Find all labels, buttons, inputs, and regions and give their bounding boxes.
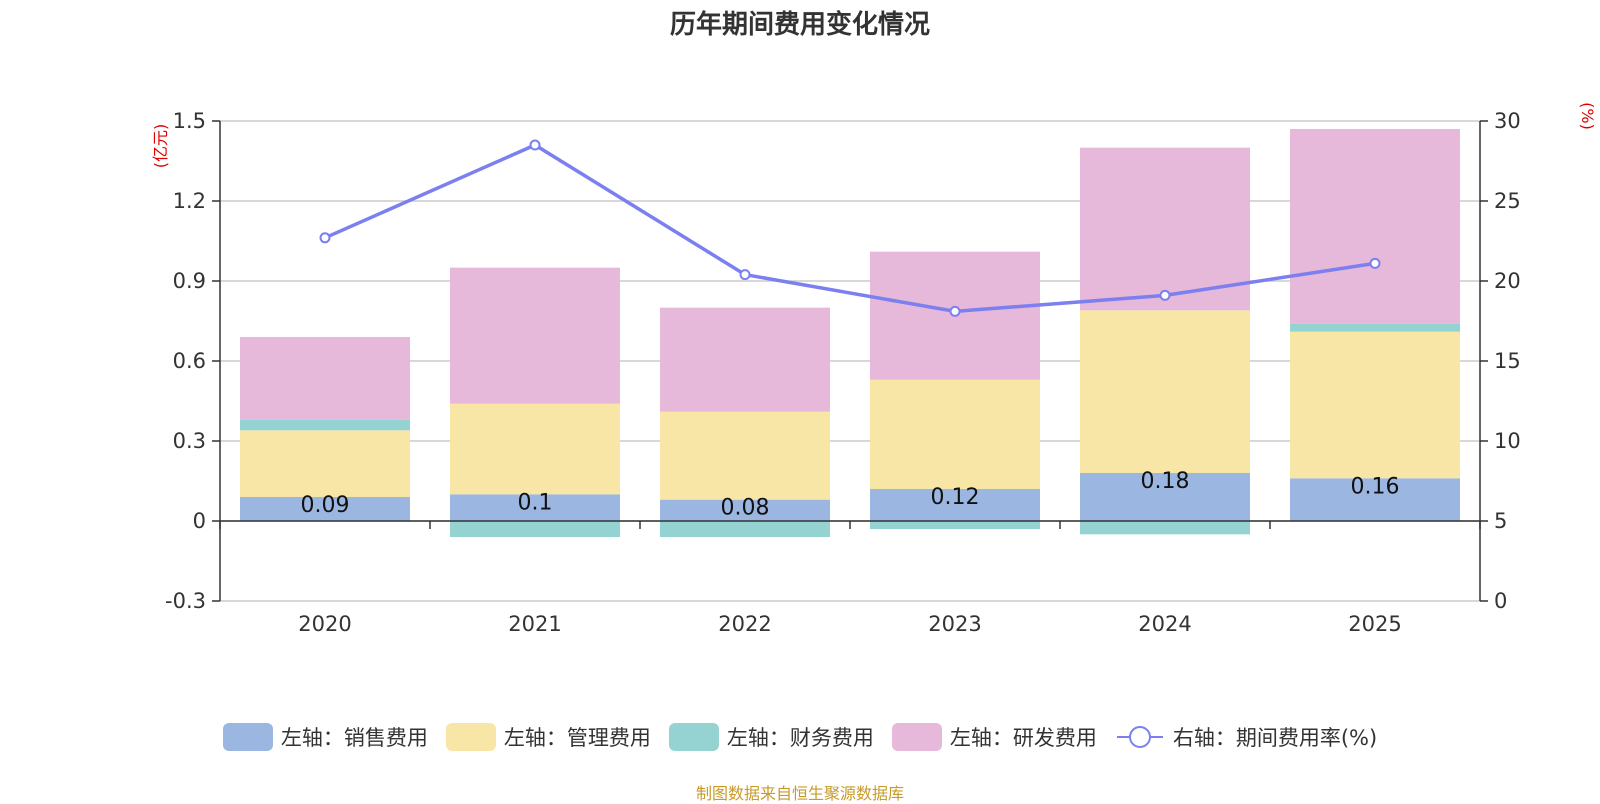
bar-finance-2020 <box>240 419 410 431</box>
legend-label-finance: 左轴：财务费用 <box>726 726 874 750</box>
bar-admin-2022 <box>660 411 830 500</box>
bar-sales-2025 <box>1290 478 1460 521</box>
legend-line-circle-icon <box>1116 726 1163 748</box>
expense-rate-point <box>949 305 961 317</box>
left-tick-label: -0.3 <box>165 589 206 613</box>
left-tick-label: 1.5 <box>173 109 206 133</box>
left-tick-label: 0.6 <box>173 349 206 373</box>
expense-rate-point <box>1369 257 1381 269</box>
data-label-sales: 0.1 <box>518 490 553 515</box>
x-tick-label: 2023 <box>928 612 981 636</box>
expense-rate-point <box>529 139 541 151</box>
chart-title: 历年期间费用变化情况 <box>669 10 930 40</box>
right-tick-label: 30 <box>1494 109 1521 133</box>
legend-item-rnd[interactable]: 左轴：研发费用 <box>891 722 1097 752</box>
bar-rnd-2025 <box>1290 129 1460 324</box>
bar-rnd-2022 <box>660 307 830 412</box>
left-tick-label: 0 <box>193 509 206 533</box>
x-tick-label: 2021 <box>508 612 561 636</box>
x-tick-label: 2022 <box>718 612 771 636</box>
left-tick-label: 0.9 <box>173 269 206 293</box>
bar-admin-2025 <box>1290 331 1460 479</box>
legend-item-admin[interactable]: 左轴：管理费用 <box>445 722 651 752</box>
legend-label-admin: 左轴：管理费用 <box>503 726 651 750</box>
data-label-sales: 0.08 <box>721 496 770 521</box>
bar-finance-2021 <box>450 521 620 537</box>
bar-finance-2022 <box>660 521 830 537</box>
bar-sales-2024 <box>1080 473 1250 521</box>
right-tick-label: 10 <box>1494 429 1521 453</box>
bar-sales-2022 <box>660 499 830 521</box>
data-label-sales: 0.09 <box>301 493 350 518</box>
bar-finance-2023 <box>870 521 1040 529</box>
bar-finance-2024 <box>1080 521 1250 535</box>
bar-admin-2023 <box>870 379 1040 489</box>
bar-rnd-2020 <box>240 337 410 420</box>
bar-sales-2023 <box>870 489 1040 521</box>
x-tick-label: 2020 <box>298 612 351 636</box>
left-axis-unit: (亿元) <box>151 124 170 169</box>
legend-item-finance[interactable]: 左轴：财务费用 <box>668 722 874 752</box>
legend-label-rnd: 左轴：研发费用 <box>949 726 1097 750</box>
legend-swatch-admin <box>445 723 496 751</box>
right-tick-label: 25 <box>1494 189 1521 213</box>
legend-swatch-rnd <box>891 723 942 751</box>
source-note: 制图数据来自恒生聚源数据库 <box>695 784 904 803</box>
bar-admin-2024 <box>1080 310 1250 473</box>
right-tick-label: 15 <box>1494 349 1521 373</box>
legend-label-expense-rate: 右轴：期间费用率(%) <box>1172 726 1378 750</box>
right-tick-label: 0 <box>1494 589 1507 613</box>
legend-swatch-finance <box>668 723 719 751</box>
legend: 左轴：销售费用 左轴：管理费用 左轴：财务费用 左轴：研发费用 右轴：期间费用率… <box>0 722 1600 752</box>
legend-item-sales[interactable]: 左轴：销售费用 <box>222 722 428 752</box>
left-tick-label: 0.3 <box>173 429 206 453</box>
data-label-sales: 0.16 <box>1351 474 1400 499</box>
expense-rate-line <box>324 143 1376 314</box>
bar-sales-2021 <box>450 494 620 521</box>
bar-admin-2020 <box>240 430 410 497</box>
right-axis-unit: (%) <box>1578 102 1597 130</box>
expense-rate-point <box>739 269 751 281</box>
expense-rate-point <box>1159 289 1171 301</box>
x-tick-label: 2025 <box>1348 612 1401 636</box>
bar-rnd-2021 <box>450 267 620 404</box>
data-label-sales: 0.12 <box>931 485 980 510</box>
data-label-sales: 0.18 <box>1141 469 1190 494</box>
right-tick-label: 20 <box>1494 269 1521 293</box>
bar-sales-2020 <box>240 497 410 521</box>
legend-label-sales: 左轴：销售费用 <box>280 726 428 750</box>
bar-finance-2025 <box>1290 323 1460 332</box>
right-tick-label: 5 <box>1494 509 1507 533</box>
bar-rnd-2024 <box>1080 147 1250 311</box>
bar-admin-2021 <box>450 403 620 495</box>
left-tick-label: 1.2 <box>173 189 206 213</box>
legend-swatch-sales <box>222 723 273 751</box>
expense-rate-point <box>319 232 331 244</box>
legend-item-expense-rate[interactable]: 右轴：期间费用率(%) <box>1115 722 1377 752</box>
x-tick-label: 2024 <box>1138 612 1191 636</box>
